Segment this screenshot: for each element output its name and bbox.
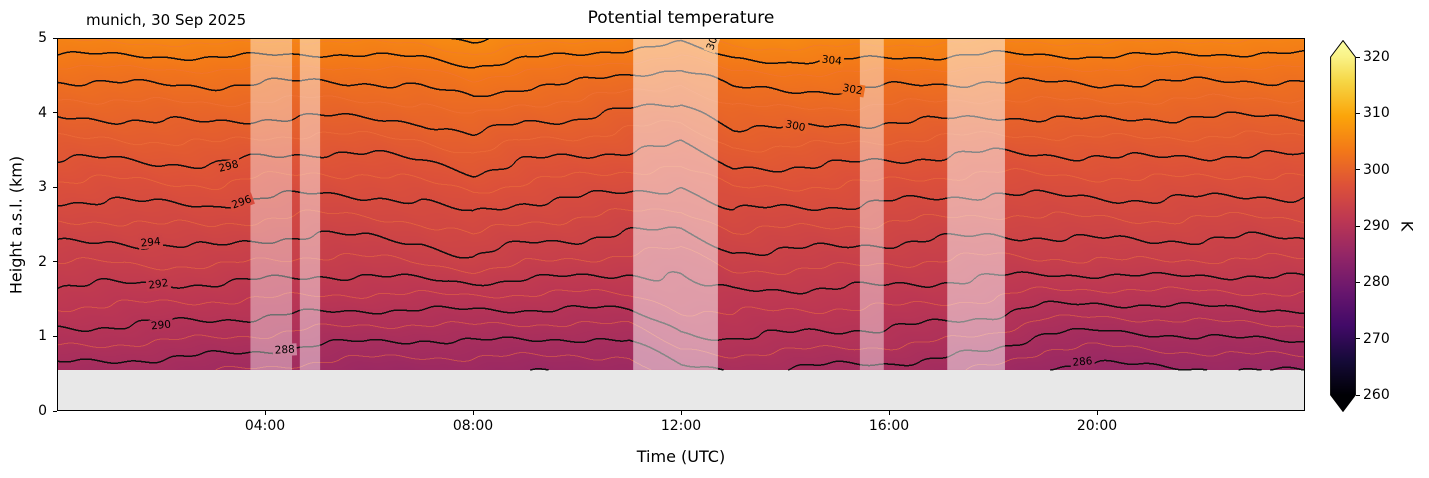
x-tick-mark [472,411,474,415]
colorbar-tick-label: 270 [1363,330,1390,347]
colorbar-tick-label: 260 [1363,387,1390,403]
station-date-annotation: munich, 30 Sep 2025 [86,11,247,29]
plot-canvas [57,38,1305,411]
y-tick-mark [53,335,57,337]
y-tick-label: 0 [38,403,47,419]
x-tick-mark [680,411,682,415]
x-axis-label: Time (UTC) [636,447,726,466]
colorbar-tick-mark [1356,338,1360,340]
y-tick-label: 4 [38,104,47,121]
colorbar-tick-mark [1356,394,1360,396]
colorbar-tick-label: 320 [1363,49,1390,65]
y-axis-label: Height a.s.l. (km) [6,155,26,295]
colorbar-tick-mark [1356,225,1360,227]
colorbar-tick-label: 280 [1363,274,1390,291]
x-tick-label: 16:00 [868,418,910,434]
x-tick-label: 08:00 [452,418,494,434]
y-tick-label: 3 [38,179,47,196]
x-tick-label: 20:00 [1076,418,1118,434]
y-tick-mark [53,186,57,188]
y-tick-label: 5 [38,30,47,46]
x-tick-mark [264,411,266,415]
colorbar-tick-label: 290 [1363,218,1390,234]
y-tick-label: 1 [38,328,47,345]
colorbar-tick-mark [1356,112,1360,114]
chart-title: Potential temperature [587,8,775,28]
x-tick-mark [1096,411,1098,415]
y-tick-label: 2 [38,253,47,270]
colorbar-tick-mark [1356,281,1360,283]
colorbar-tick-label: 300 [1363,161,1390,178]
colorbar-tick-mark [1356,56,1360,58]
x-tick-label: 04:00 [244,418,286,434]
y-tick-mark [53,261,57,263]
colorbar-tick-mark [1356,169,1360,171]
x-tick-label: 12:00 [660,418,702,434]
y-tick-mark [53,112,57,114]
colorbar-tick-label: 310 [1363,105,1390,122]
colorbar-canvas [1330,40,1356,412]
y-tick-mark [53,37,57,39]
y-tick-mark [53,410,57,412]
x-tick-mark [888,411,890,415]
